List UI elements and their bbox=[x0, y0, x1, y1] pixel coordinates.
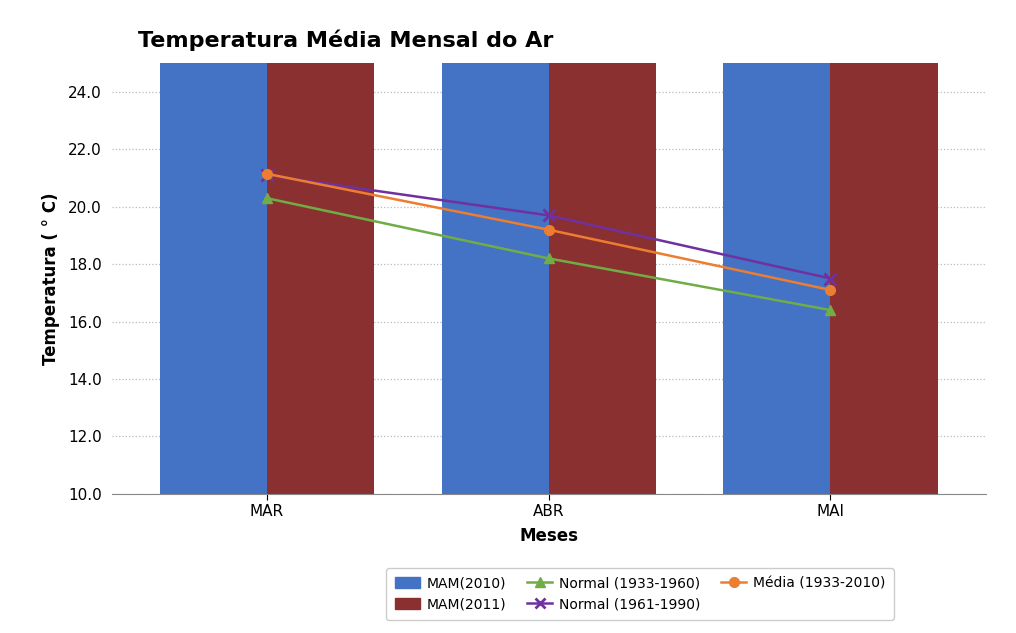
Bar bbox=[160, 0, 267, 494]
Média (1933-2010) bbox=[543, 226, 555, 234]
Bar bbox=[723, 0, 830, 494]
Normal (1961-1990) bbox=[824, 275, 836, 282]
Bar bbox=[442, 0, 549, 494]
Text: Temperatura Média Mensal do Ar: Temperatura Média Mensal do Ar bbox=[138, 29, 554, 51]
X-axis label: Meses: Meses bbox=[519, 527, 578, 546]
Line: Normal (1961-1990): Normal (1961-1990) bbox=[261, 170, 836, 284]
Normal (1961-1990) bbox=[543, 211, 555, 219]
Legend: MAM(2010), MAM(2011), Normal (1933-1960), Normal (1961-1990), Média (1933-2010): MAM(2010), MAM(2011), Normal (1933-1960)… bbox=[386, 568, 894, 620]
Média (1933-2010) bbox=[261, 170, 273, 178]
Line: Normal (1933-1960): Normal (1933-1960) bbox=[262, 193, 835, 315]
Normal (1933-1960) bbox=[261, 194, 273, 202]
Média (1933-2010) bbox=[824, 286, 836, 294]
Bar bbox=[267, 0, 374, 494]
Normal (1961-1990) bbox=[261, 172, 273, 179]
Normal (1933-1960) bbox=[824, 306, 836, 314]
Bar bbox=[830, 17, 938, 494]
Bar bbox=[549, 0, 655, 494]
Normal (1933-1960) bbox=[543, 254, 555, 262]
Y-axis label: Temperatura ( ° C): Temperatura ( ° C) bbox=[42, 192, 60, 365]
Line: Média (1933-2010): Média (1933-2010) bbox=[262, 169, 835, 295]
